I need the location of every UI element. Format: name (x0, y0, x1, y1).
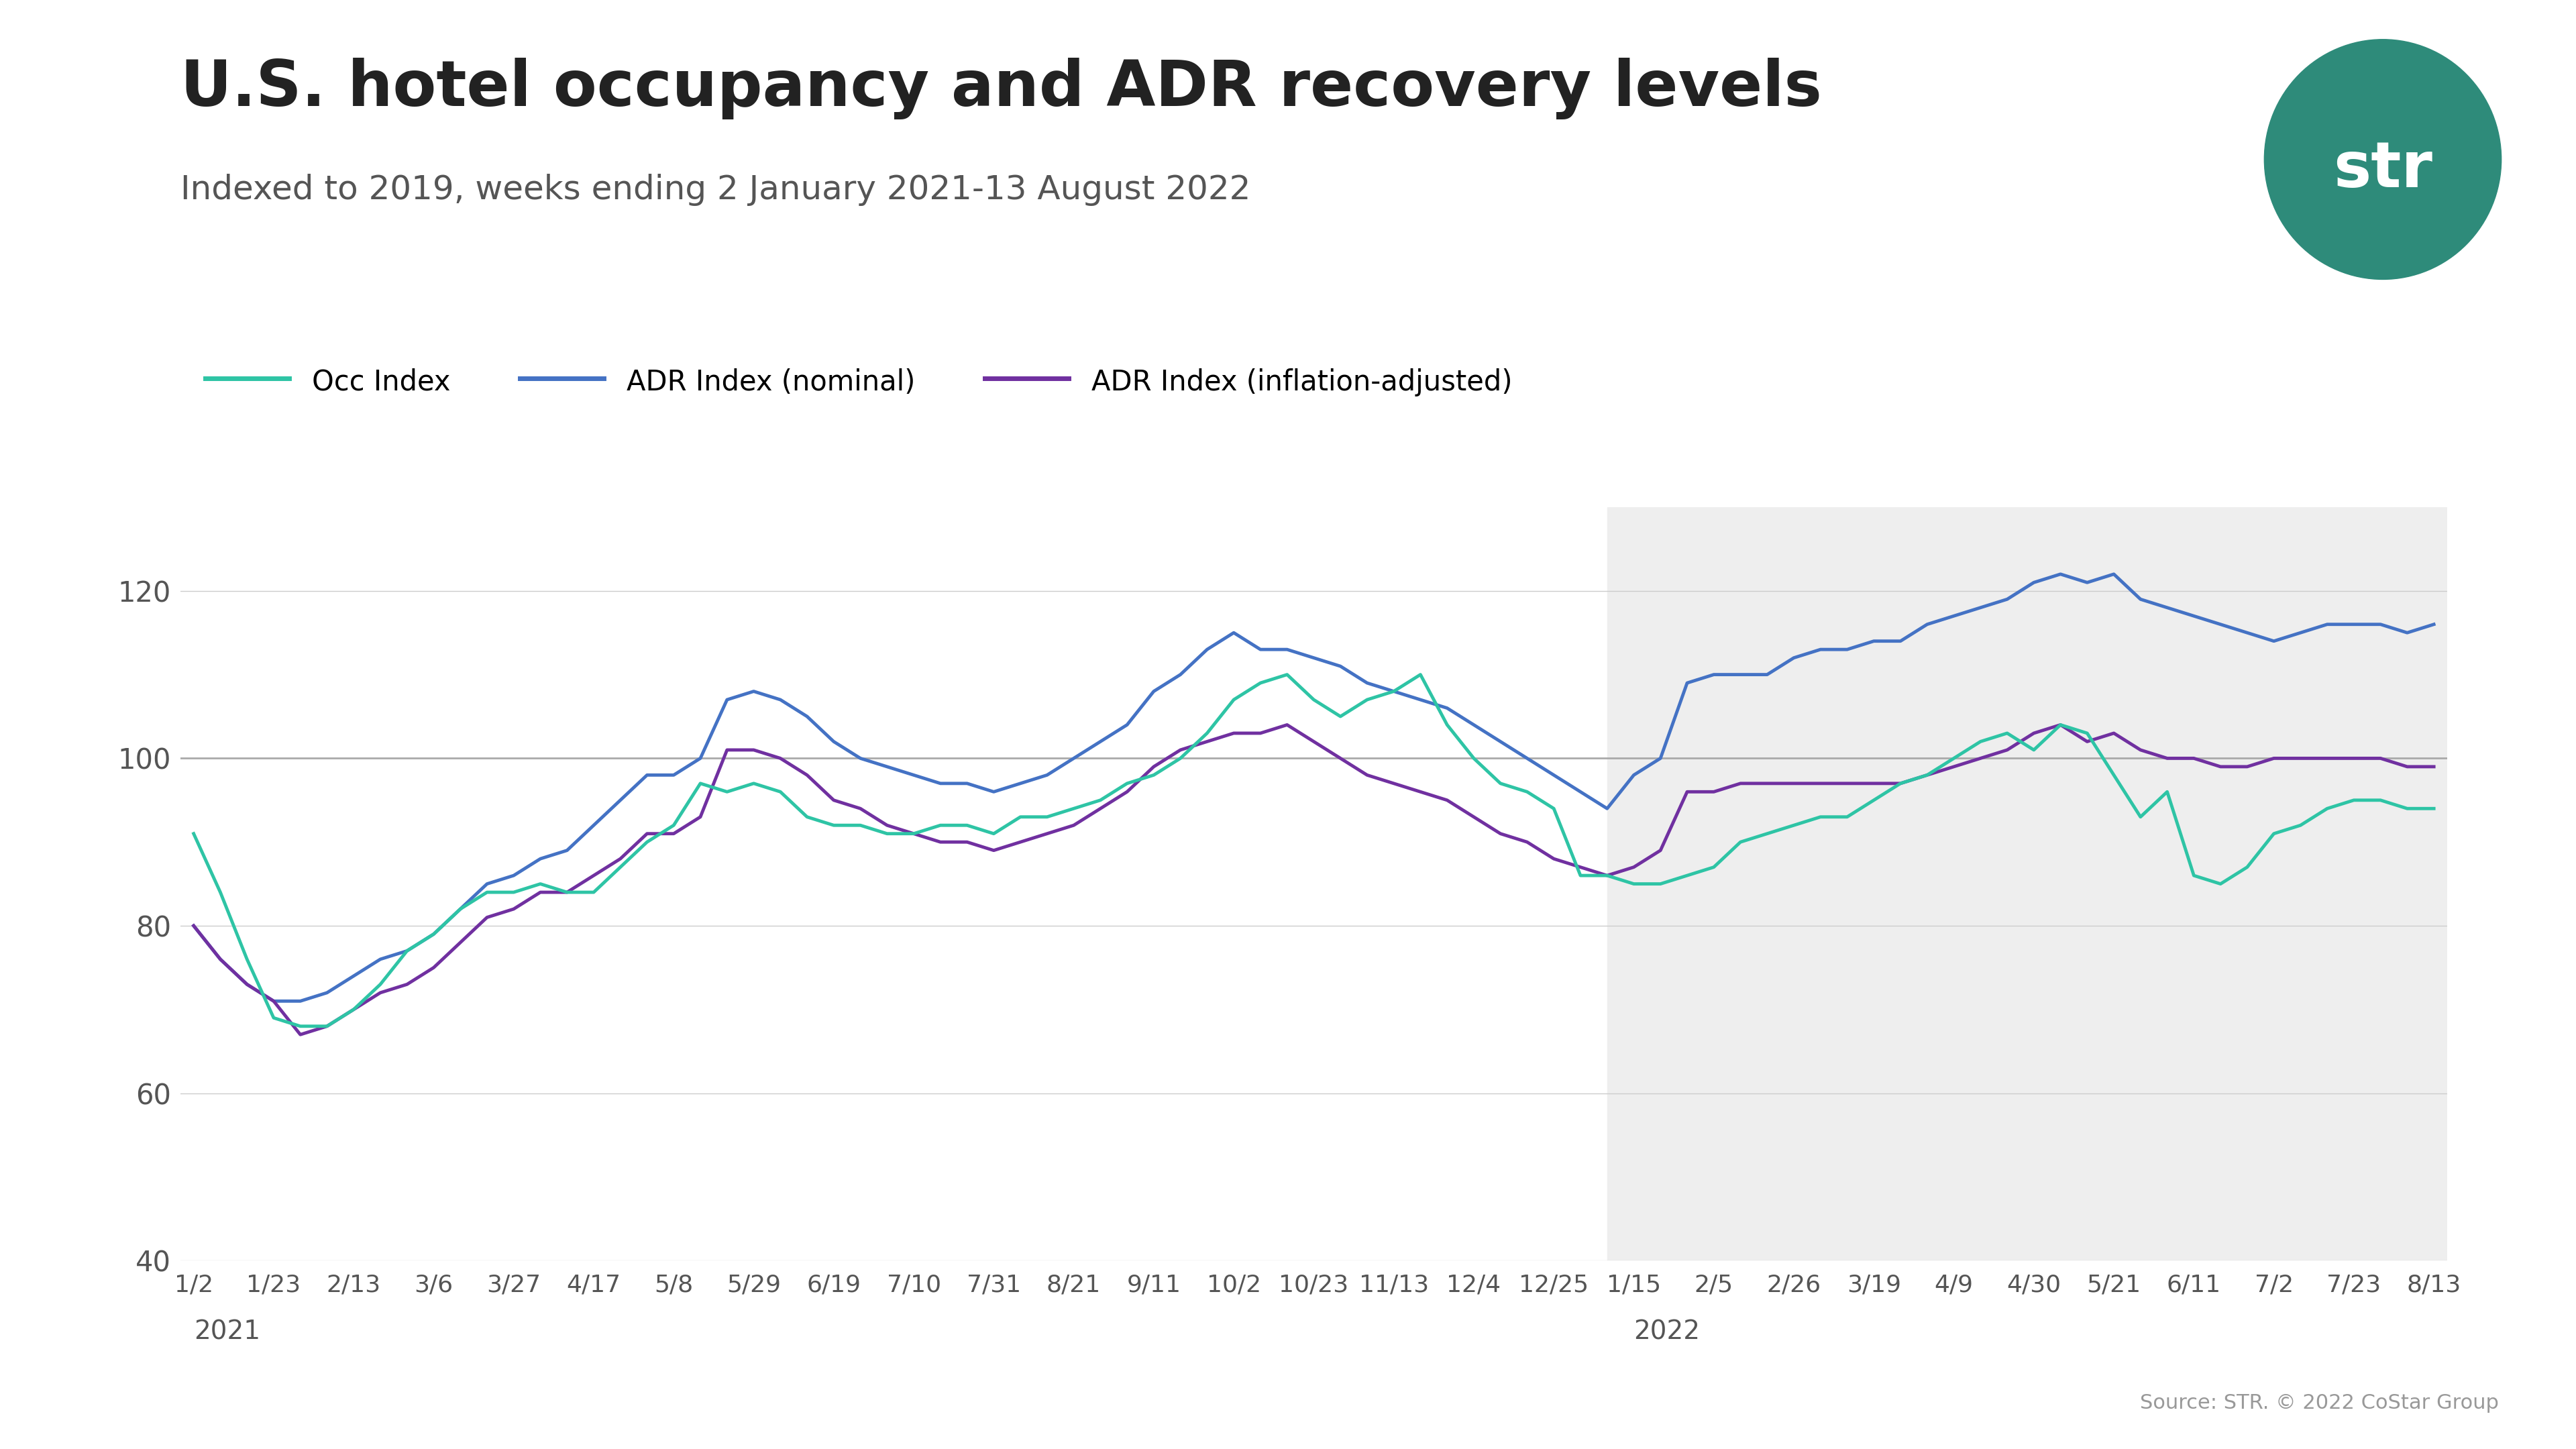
Text: Indexed to 2019, weeks ending 2 January 2021-13 August 2022: Indexed to 2019, weeks ending 2 January … (180, 174, 1249, 206)
Text: str: str (2334, 139, 2432, 200)
Circle shape (2264, 39, 2501, 280)
Text: 2021: 2021 (193, 1319, 260, 1345)
Legend: Occ Index, ADR Index (nominal), ADR Index (inflation-adjusted): Occ Index, ADR Index (nominal), ADR Inde… (193, 355, 1522, 407)
Bar (1607, 507, 2447, 1261)
Text: Source: STR. © 2022 CoStar Group: Source: STR. © 2022 CoStar Group (2141, 1394, 2499, 1413)
Text: U.S. hotel occupancy and ADR recovery levels: U.S. hotel occupancy and ADR recovery le… (180, 58, 1821, 120)
Text: 2022: 2022 (1633, 1319, 1700, 1345)
